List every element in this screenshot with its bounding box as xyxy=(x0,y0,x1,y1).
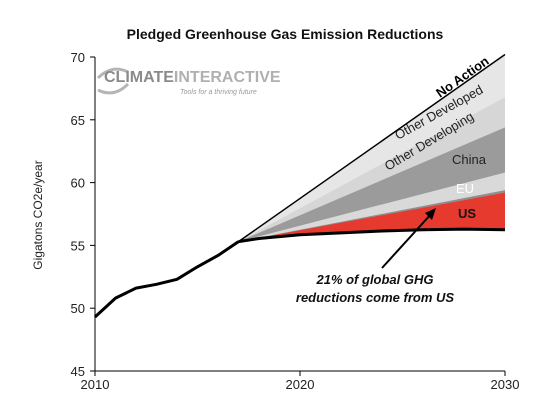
y-tick-label: 65 xyxy=(71,113,85,128)
x-tick-label: 2010 xyxy=(81,377,110,392)
annotation-arrowhead-icon xyxy=(425,208,436,220)
logo: CLIMATEINTERACTIVE Tools for a thriving … xyxy=(96,67,281,96)
emission-lines xyxy=(93,53,506,319)
annotation-line-1: 21% of global GHG xyxy=(315,272,433,287)
pledged-line xyxy=(238,227,506,244)
x-tick-label: 2030 xyxy=(491,377,520,392)
chart-title: Pledged Greenhouse Gas Emission Reductio… xyxy=(127,26,444,42)
label-china: China xyxy=(452,152,487,167)
y-tick-label: 50 xyxy=(71,301,85,316)
recycle-arrows-icon xyxy=(96,67,130,95)
x-ticks: 2010 2020 2030 xyxy=(81,371,520,392)
logo-tagline: Tools for a thriving future xyxy=(180,89,257,96)
historical-line xyxy=(93,240,240,319)
label-eu: EU xyxy=(456,181,474,196)
no-action-line xyxy=(238,53,506,243)
label-us: US xyxy=(458,206,476,221)
y-tick-label: 55 xyxy=(71,238,85,253)
y-tick-label: 70 xyxy=(71,50,85,65)
y-tick-label: 45 xyxy=(71,364,85,379)
x-tick-label: 2020 xyxy=(286,377,315,392)
y-axis-label: Gigatons CO2e/year xyxy=(31,160,45,269)
y-ticks: 45 50 55 60 65 70 xyxy=(71,50,95,379)
us-annotation: 21% of global GHG reductions come from U… xyxy=(296,208,455,305)
annotation-line-2: reductions come from US xyxy=(296,290,455,305)
logo-text: CLIMATEINTERACTIVE xyxy=(104,69,281,86)
y-tick-label: 60 xyxy=(71,176,85,191)
annotation-arrow-line xyxy=(381,212,433,269)
